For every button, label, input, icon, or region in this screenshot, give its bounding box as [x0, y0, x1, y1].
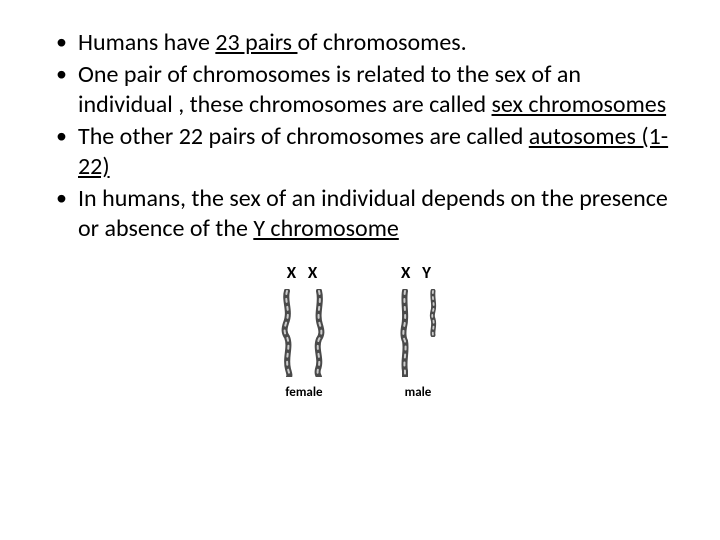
female-label: X X	[287, 262, 322, 283]
bullet-item: One pair of chromosomes is related to th…	[50, 60, 670, 120]
male-pair: X Y male	[397, 262, 439, 400]
bullet-item: The other 22 pairs of chromosomes are ca…	[50, 122, 670, 182]
x-chromosome-icon	[281, 289, 297, 377]
chromosome-diagram: X X female X Y male	[50, 262, 670, 400]
male-label: X Y	[401, 262, 435, 283]
x-chromosome-icon	[311, 289, 327, 377]
female-chromosomes	[281, 289, 327, 379]
bullet-text-emph: Y chromosome	[253, 214, 399, 243]
bullet-item: In humans, the sex of an individual depe…	[50, 184, 670, 244]
y-chromosome-icon	[427, 289, 439, 337]
female-caption: female	[285, 385, 322, 400]
bullet-text-post: of chromosomes.	[297, 28, 466, 57]
bullet-item: Humans have 23 pairs of chromosomes.	[50, 28, 670, 58]
bullet-text-emph: sex chromosomes	[492, 90, 667, 119]
bullet-text-pre: The other 22 pairs of chromosomes are ca…	[78, 122, 529, 151]
x-chromosome-icon	[397, 289, 413, 377]
male-chromosomes	[397, 289, 439, 379]
bullet-text-emph: 23 pairs	[215, 28, 297, 57]
female-pair: X X female	[281, 262, 327, 400]
male-caption: male	[405, 385, 432, 400]
bullet-list: Humans have 23 pairs of chromosomes. One…	[50, 28, 670, 244]
bullet-text-pre: Humans have	[78, 28, 215, 57]
